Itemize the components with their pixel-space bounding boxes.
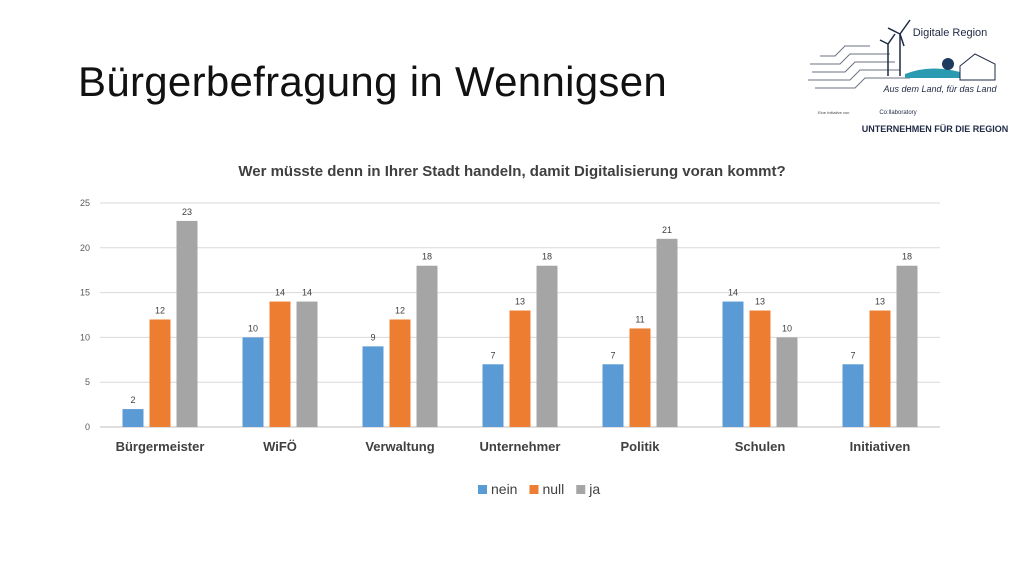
bar-nein <box>722 301 744 427</box>
bar-nein <box>482 364 504 427</box>
logo-partner2: UNTERNEHMEN FÜR DIE REGION <box>862 124 1009 134</box>
category-label: Initiativen <box>850 439 911 454</box>
data-label: 13 <box>755 297 765 307</box>
bar-ja <box>416 265 438 427</box>
data-label: 12 <box>155 305 165 315</box>
y-tick-label: 0 <box>85 422 90 432</box>
legend-swatch-nein <box>478 485 487 494</box>
category-label: Bürgermeister <box>116 439 205 454</box>
bar-ja <box>896 265 918 427</box>
house-icon <box>959 53 996 81</box>
landscape-icon <box>905 68 960 78</box>
category-label: Politik <box>620 439 660 454</box>
y-tick-label: 10 <box>80 332 90 342</box>
logo-partner1: Co:llaboratory <box>879 110 916 116</box>
bar-ja <box>536 265 558 427</box>
category-label: Verwaltung <box>365 439 434 454</box>
legend-swatch-ja <box>576 485 586 494</box>
data-label: 11 <box>635 314 644 324</box>
y-tick-label: 15 <box>80 288 90 298</box>
category-label: WiFÖ <box>263 439 297 454</box>
data-label: 14 <box>728 288 738 298</box>
bar-null <box>149 319 171 427</box>
bar-nein <box>842 364 864 427</box>
data-label: 21 <box>662 225 672 235</box>
data-label: 7 <box>850 350 855 360</box>
category-label: Unternehmer <box>480 439 561 454</box>
legend-label-ja: ja <box>588 481 600 497</box>
legend-swatch-null <box>529 485 539 494</box>
legend-label-nein: nein <box>491 481 517 497</box>
y-tick-label: 5 <box>85 377 90 387</box>
data-label: 23 <box>182 207 192 217</box>
wind-turbine-icon <box>879 19 911 76</box>
y-tick-label: 25 <box>80 198 90 208</box>
data-label: 14 <box>302 288 312 298</box>
data-label: 13 <box>515 297 525 307</box>
bar-nein <box>362 346 384 427</box>
logo-slogan: Aus dem Land, für das Land <box>882 84 997 94</box>
bar-null <box>269 301 291 427</box>
bar-nein <box>122 409 144 427</box>
data-label: 18 <box>902 252 912 262</box>
logo-title: Digitale Region <box>913 27 988 39</box>
digitale-region-logo: Digitale Region Aus dem Land, für das La… <box>808 19 1009 134</box>
bar-null <box>629 328 651 427</box>
bar-nein <box>602 364 624 427</box>
data-label: 7 <box>490 350 495 360</box>
bar-ja <box>176 220 198 427</box>
bar-null <box>509 310 531 427</box>
bar-ja <box>296 301 318 427</box>
bar-ja <box>776 337 798 427</box>
tree-icon <box>942 58 954 70</box>
slide-title: Bürgerbefragung in Wennigsen <box>78 58 668 105</box>
data-label: 7 <box>610 350 615 360</box>
data-label: 14 <box>275 288 285 298</box>
circuit-lines-icon <box>808 45 910 89</box>
bar-ja <box>656 238 678 427</box>
chart-title: Wer müsste denn in Ihrer Stadt handeln, … <box>238 163 785 180</box>
legend-label-null: null <box>542 481 564 497</box>
bar-null <box>869 310 891 427</box>
data-label: 2 <box>130 395 135 405</box>
category-label: Schulen <box>735 439 786 454</box>
data-label: 10 <box>248 323 258 333</box>
y-tick-label: 20 <box>80 243 90 253</box>
bar-null <box>389 319 411 427</box>
data-label: 12 <box>395 305 405 315</box>
data-label: 18 <box>542 252 552 262</box>
bar-null <box>749 310 771 427</box>
data-label: 13 <box>875 297 885 307</box>
data-label: 10 <box>782 323 792 333</box>
bar-nein <box>242 337 264 427</box>
data-label: 18 <box>422 252 432 262</box>
data-label: 9 <box>370 332 375 342</box>
logo-initiative: Eine Initiative von <box>818 110 849 115</box>
